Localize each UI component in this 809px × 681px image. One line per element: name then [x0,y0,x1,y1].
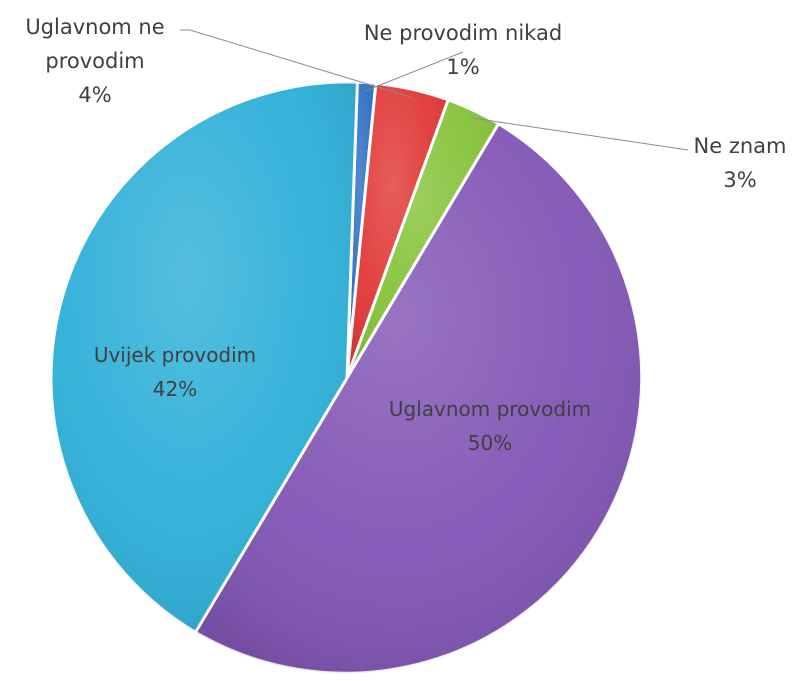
slice-label-uglavnom-ne-provodim: Uglavnom ne provodim 4% [25,15,164,107]
leader-line-ne-provodim-nikad [365,51,464,92]
pie-slice-shading-uvijek-provodim [51,81,358,633]
slice-label-uglavnom-provodim: Uglavnom provodim 50% [389,397,591,455]
slice-label-ne-znam: Ne znam 3% [694,134,787,192]
pie-slice-shading-uglavnom-provodim [195,123,642,674]
pie-slice-shading-ne-znam [347,99,499,378]
pie-slices [49,80,644,675]
leader-line-ne-znam [470,117,689,151]
leader-line-uglavnom-ne-provodim [180,29,411,98]
leader-lines [180,29,689,151]
slice-label-ne-provodim-nikad: Ne provodim nikad 1% [364,21,562,79]
slice-labels: Ne provodim nikad 1% Uglavnom ne provodim 4%… [25,15,786,455]
slice-label-uvijek-provodim: Uvijek provodim 42% [94,343,256,401]
